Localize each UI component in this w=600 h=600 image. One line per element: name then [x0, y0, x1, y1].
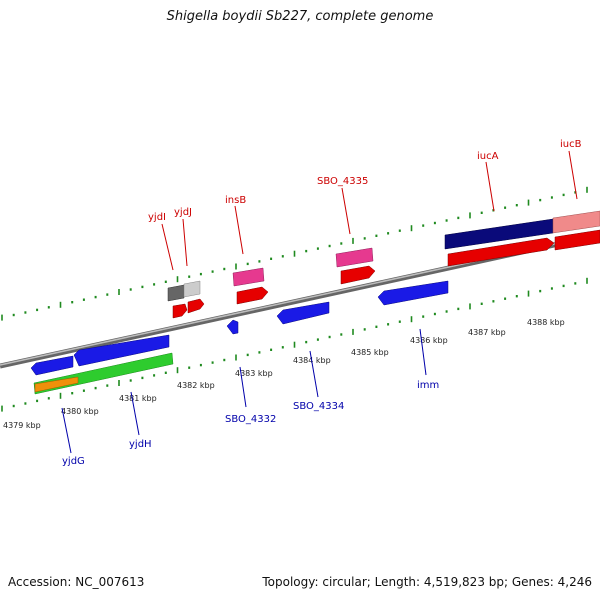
gene-label-lower[interactable]: imm	[417, 380, 439, 391]
gene-box[interactable]	[183, 280, 201, 298]
topology-summary-text: Topology: circular; Length: 4,519,823 bp…	[262, 575, 592, 589]
gene-arrow[interactable]	[340, 265, 376, 285]
gene-arrow[interactable]	[447, 237, 555, 267]
upper-gene-label-leaders	[161, 150, 578, 271]
kbp-label: 4385 kbp	[351, 348, 389, 357]
kbp-label: 4380 kbp	[61, 407, 99, 416]
gene-arrow[interactable]	[226, 319, 239, 335]
gene-box[interactable]	[232, 267, 265, 287]
accession-text: Accession: NC_007613	[8, 575, 145, 589]
upper-tick-row	[1, 186, 588, 321]
kbp-label: 4379 kbp	[3, 421, 41, 430]
gene-arrow[interactable]	[187, 298, 205, 314]
genome-title: Shigella boydii Sb227, complete genome	[166, 9, 434, 24]
kbp-label: 4383 kbp	[235, 369, 273, 378]
gene-box[interactable]	[335, 247, 374, 268]
gene-label-upper[interactable]: yjdI	[148, 212, 166, 223]
gene-arrow[interactable]	[276, 301, 330, 325]
gene-label-upper[interactable]: iucA	[477, 151, 499, 162]
gene-label-upper[interactable]: insB	[225, 195, 246, 206]
gene-label-upper[interactable]: SBO_4335	[317, 176, 368, 187]
gene-arrow[interactable]	[34, 376, 79, 393]
kbp-label: 4386 kbp	[410, 336, 448, 345]
upper-gene-labels: yjdI yjdJ insB SBO_4335 iucA iucB	[148, 139, 582, 223]
lower-features	[30, 280, 449, 395]
lower-gene-label-leaders	[61, 328, 427, 454]
upper-outer-features	[167, 210, 600, 302]
kbp-label: 4381 kbp	[119, 394, 157, 403]
kbp-label: 4382 kbp	[177, 381, 215, 390]
gene-arrow[interactable]	[30, 355, 74, 376]
gene-label-lower[interactable]: SBO_4334	[293, 401, 344, 412]
gene-box[interactable]	[552, 210, 600, 234]
gene-label-lower[interactable]: yjdH	[129, 439, 152, 450]
gene-label-lower[interactable]: yjdG	[62, 456, 85, 467]
gene-box[interactable]	[167, 284, 185, 302]
gene-arrow[interactable]	[236, 286, 269, 305]
kbp-label: 4388 kbp	[527, 318, 565, 327]
gene-label-upper[interactable]: yjdJ	[174, 207, 192, 218]
gene-arrow[interactable]	[377, 280, 449, 306]
lower-gene-labels: yjdG yjdH SBO_4332 SBO_4334 imm	[62, 380, 439, 467]
lower-tick-row	[1, 277, 588, 412]
upper-features	[172, 229, 600, 319]
gene-arrow[interactable]	[172, 303, 188, 319]
gene-label-lower[interactable]: SBO_4332	[225, 414, 276, 425]
gene-arrow[interactable]	[73, 334, 170, 367]
gene-arrow[interactable]	[554, 229, 600, 251]
gene-label-upper[interactable]: iucB	[560, 139, 582, 150]
kbp-label: 4387 kbp	[468, 328, 506, 337]
